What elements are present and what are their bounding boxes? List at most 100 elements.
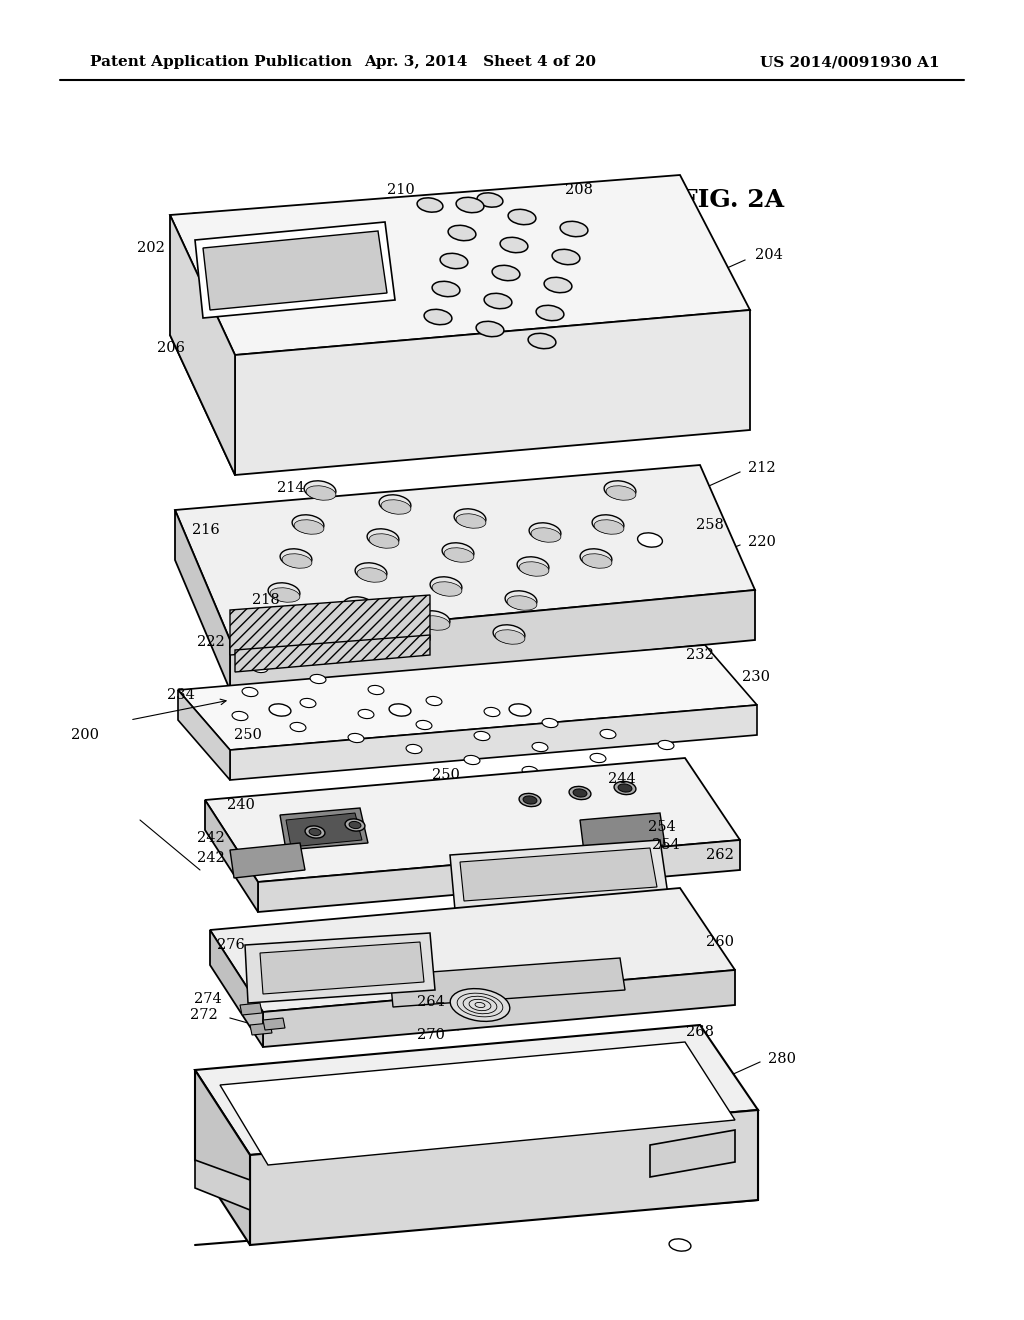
Ellipse shape: [368, 685, 384, 694]
Ellipse shape: [544, 277, 571, 293]
Ellipse shape: [283, 554, 312, 568]
Ellipse shape: [381, 500, 411, 515]
Text: 210: 210: [387, 183, 415, 197]
Ellipse shape: [294, 520, 324, 535]
Ellipse shape: [658, 741, 674, 750]
Ellipse shape: [648, 764, 664, 774]
Ellipse shape: [444, 548, 474, 562]
Text: 276: 276: [217, 939, 245, 952]
Text: 250: 250: [234, 729, 262, 742]
Ellipse shape: [582, 554, 612, 568]
Ellipse shape: [306, 486, 336, 500]
Text: 268: 268: [686, 1026, 714, 1039]
Ellipse shape: [581, 549, 612, 568]
Ellipse shape: [355, 562, 387, 581]
Text: 260: 260: [706, 935, 734, 949]
Ellipse shape: [424, 309, 452, 325]
Text: 264: 264: [417, 995, 445, 1008]
Ellipse shape: [529, 523, 561, 541]
Polygon shape: [460, 847, 657, 902]
Text: 250: 250: [432, 768, 460, 781]
Polygon shape: [230, 590, 755, 690]
Polygon shape: [258, 840, 740, 912]
Ellipse shape: [507, 595, 537, 610]
Ellipse shape: [532, 742, 548, 751]
Polygon shape: [178, 645, 757, 750]
Ellipse shape: [638, 533, 663, 548]
Ellipse shape: [560, 222, 588, 236]
Ellipse shape: [493, 265, 520, 281]
Polygon shape: [230, 595, 430, 655]
Ellipse shape: [552, 249, 580, 265]
Ellipse shape: [305, 826, 325, 838]
Ellipse shape: [309, 829, 321, 836]
Polygon shape: [220, 1041, 735, 1166]
Text: 230: 230: [742, 671, 770, 684]
Ellipse shape: [368, 529, 399, 548]
Ellipse shape: [454, 508, 486, 527]
Ellipse shape: [590, 754, 606, 763]
Ellipse shape: [508, 210, 536, 224]
Ellipse shape: [494, 624, 525, 643]
Ellipse shape: [618, 784, 632, 792]
Ellipse shape: [290, 722, 306, 731]
Polygon shape: [195, 1026, 758, 1155]
Ellipse shape: [456, 197, 484, 213]
Ellipse shape: [522, 767, 538, 776]
Text: 216: 216: [193, 523, 220, 537]
Text: 242: 242: [198, 851, 225, 865]
Ellipse shape: [600, 730, 616, 739]
Text: US 2014/0091930 A1: US 2014/0091930 A1: [761, 55, 940, 69]
Text: 222: 222: [198, 635, 225, 649]
Ellipse shape: [669, 1239, 691, 1251]
Ellipse shape: [300, 698, 316, 708]
Ellipse shape: [349, 821, 361, 829]
Ellipse shape: [310, 675, 326, 684]
Polygon shape: [390, 958, 625, 1007]
Ellipse shape: [476, 321, 504, 337]
Polygon shape: [178, 690, 230, 780]
Ellipse shape: [638, 788, 654, 797]
Text: FIG. 2A: FIG. 2A: [680, 187, 784, 213]
Ellipse shape: [523, 796, 537, 804]
Text: Patent Application Publication: Patent Application Publication: [90, 55, 352, 69]
Ellipse shape: [345, 818, 365, 832]
Ellipse shape: [418, 611, 450, 630]
Ellipse shape: [505, 591, 537, 610]
Ellipse shape: [528, 334, 556, 348]
Polygon shape: [195, 222, 395, 318]
Ellipse shape: [519, 562, 549, 577]
Polygon shape: [195, 1160, 250, 1210]
Polygon shape: [580, 813, 665, 851]
Polygon shape: [205, 800, 258, 912]
Text: 234: 234: [167, 688, 195, 702]
Ellipse shape: [417, 198, 443, 213]
Ellipse shape: [345, 602, 375, 616]
Polygon shape: [280, 808, 368, 850]
Ellipse shape: [269, 704, 291, 717]
Ellipse shape: [614, 781, 636, 795]
Polygon shape: [650, 1130, 735, 1177]
Text: 254: 254: [652, 838, 680, 851]
Polygon shape: [234, 635, 430, 672]
Text: 218: 218: [252, 593, 280, 607]
Text: 206: 206: [157, 341, 185, 355]
Polygon shape: [250, 1023, 272, 1035]
Ellipse shape: [304, 480, 336, 499]
Ellipse shape: [573, 789, 587, 797]
Ellipse shape: [270, 587, 300, 602]
Text: 274: 274: [195, 993, 222, 1006]
Polygon shape: [260, 942, 424, 994]
Polygon shape: [450, 840, 668, 909]
Text: 204: 204: [755, 248, 783, 261]
Ellipse shape: [389, 704, 411, 717]
Polygon shape: [205, 758, 740, 882]
Ellipse shape: [379, 495, 411, 513]
Text: 214: 214: [278, 480, 305, 495]
Polygon shape: [203, 231, 387, 310]
Polygon shape: [175, 465, 755, 640]
Text: 212: 212: [748, 461, 775, 475]
Polygon shape: [195, 1071, 250, 1245]
Ellipse shape: [477, 193, 503, 207]
Ellipse shape: [500, 238, 528, 252]
